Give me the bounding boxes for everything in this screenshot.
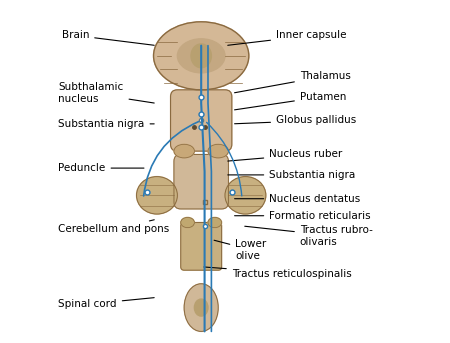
Ellipse shape [181, 217, 194, 228]
Ellipse shape [153, 22, 249, 90]
Text: Substantia nigra: Substantia nigra [228, 170, 356, 180]
Ellipse shape [194, 299, 208, 316]
Ellipse shape [225, 177, 266, 214]
Text: Spinal cord: Spinal cord [58, 298, 154, 309]
FancyBboxPatch shape [181, 223, 221, 270]
Text: Tractus reticulospinalis: Tractus reticulospinalis [204, 267, 351, 279]
Text: Thalamus: Thalamus [234, 71, 351, 93]
FancyBboxPatch shape [171, 90, 232, 151]
Ellipse shape [177, 39, 225, 73]
Ellipse shape [208, 217, 221, 228]
Text: Globus pallidus: Globus pallidus [234, 116, 356, 126]
FancyBboxPatch shape [174, 154, 229, 209]
Text: Subthalamic
nucleus: Subthalamic nucleus [58, 82, 154, 104]
Text: Lower
olive: Lower olive [214, 239, 266, 261]
Text: Formatio reticularis: Formatio reticularis [234, 211, 371, 221]
Ellipse shape [208, 144, 229, 158]
Text: Brain: Brain [62, 31, 154, 45]
Ellipse shape [136, 177, 177, 214]
Text: Putamen: Putamen [234, 92, 346, 110]
Text: Inner capsule: Inner capsule [228, 31, 346, 45]
Ellipse shape [174, 144, 194, 158]
Text: Nucleus dentatus: Nucleus dentatus [234, 194, 360, 204]
Text: Tractus rubro-
olivaris: Tractus rubro- olivaris [245, 225, 373, 247]
Text: Nucleus ruber: Nucleus ruber [228, 150, 342, 161]
Ellipse shape [191, 44, 211, 68]
Text: Substantia nigra: Substantia nigra [58, 119, 154, 129]
Text: Cerebellum and pons: Cerebellum and pons [58, 220, 170, 234]
Ellipse shape [184, 284, 218, 331]
Text: Peduncle: Peduncle [58, 163, 144, 173]
